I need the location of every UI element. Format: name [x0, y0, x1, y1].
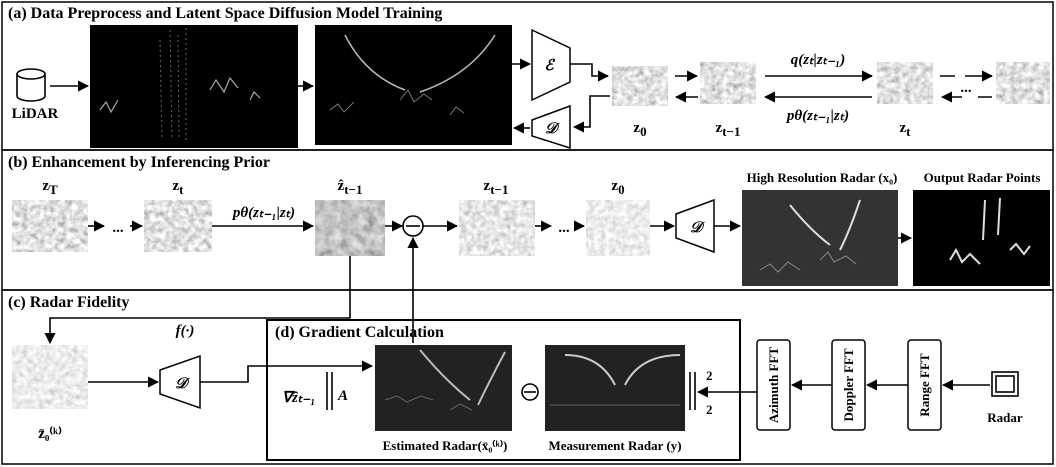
- latent-image: [996, 62, 1050, 104]
- reverse-label: pθ(zₜ₋₁|zₜ): [231, 205, 295, 221]
- image-label: Estimated Radar(x̄₀⁽ᵏ⁾): [383, 438, 508, 453]
- panel-title: (d) Gradient Calculation: [275, 324, 444, 341]
- arrow: [200, 366, 372, 382]
- latent-image: [612, 66, 668, 106]
- radar-label: Radar: [987, 410, 1023, 425]
- latent-image: [700, 62, 756, 104]
- image-bg: [375, 345, 512, 431]
- estimated-radar-image: [375, 345, 512, 431]
- norm-exponent: 2: [706, 368, 713, 383]
- image-bg: [545, 345, 685, 431]
- label-sub: T: [49, 182, 58, 197]
- ellipsis: ...: [112, 220, 124, 236]
- latent-label: zT: [42, 178, 58, 197]
- label-sub: 0: [640, 124, 647, 139]
- norm-index: 2: [706, 402, 713, 417]
- image-label: Output Radar Points: [924, 170, 1041, 185]
- arrow: [570, 64, 608, 76]
- image-bg: [913, 190, 1050, 286]
- latent-image: [877, 62, 933, 104]
- label-sub: t−1: [344, 182, 362, 197]
- output-radar-image: [913, 190, 1050, 286]
- latent-label: zt−1: [484, 178, 509, 197]
- label-sub: 0: [618, 182, 625, 197]
- function-label: f(·): [176, 323, 195, 339]
- icon-inner: [996, 376, 1014, 392]
- measurement-radar-image: [545, 345, 685, 431]
- forward-label: q(zₜ|zₜ₋₁): [791, 52, 845, 68]
- latent-label: zt−1: [716, 120, 741, 139]
- label-sub: t−1: [490, 182, 508, 197]
- ellipsis: ...: [558, 220, 570, 236]
- latent-label: ẑt−1: [338, 178, 363, 197]
- pipeline-label: Range FFT: [917, 353, 932, 417]
- lidar-label: LiDAR: [12, 106, 59, 122]
- label-sub: t: [179, 182, 184, 197]
- panel-title: (b) Enhancement by Inferencing Prior: [8, 154, 270, 171]
- bev-image: [315, 25, 512, 145]
- estimate-image: [12, 345, 88, 409]
- image-label: Measurement Radar (y): [548, 438, 681, 453]
- diagram: (a) Data Preprocess and Latent Space Dif…: [0, 0, 1056, 467]
- ellipsis: ...: [960, 80, 972, 96]
- latent-label: zt: [899, 120, 911, 139]
- panel-title: (a) Data Preprocess and Latent Space Dif…: [8, 5, 442, 22]
- latent-image: [12, 200, 88, 252]
- radar-icon: [992, 372, 1018, 396]
- pipeline-label: Azimuth FFT: [766, 347, 781, 424]
- latent-image: [315, 200, 385, 256]
- latent-image: [144, 200, 212, 252]
- latent-image: [586, 200, 650, 256]
- latent-label: z0: [611, 178, 624, 197]
- image-label: High Resolution Radar (x₀): [747, 170, 898, 185]
- pipeline-label: Doppler FFT: [841, 348, 856, 421]
- label-sub: t−1: [722, 124, 740, 139]
- high-res-radar-image: [742, 190, 898, 286]
- image-bg: [90, 25, 298, 148]
- image-bg: [315, 25, 512, 145]
- latent-label: zt: [172, 178, 184, 197]
- minus-operator: [403, 216, 423, 236]
- arrow: [574, 96, 610, 127]
- gradient-label: ∇ẑₜ₋₁: [282, 390, 315, 406]
- reverse-label: pθ(zₜ₋₁|zₜ): [785, 108, 849, 124]
- panel-title: (c) Radar Fidelity: [8, 294, 129, 311]
- lidar-icon: [17, 69, 45, 101]
- latent-image: [459, 200, 535, 256]
- lidar-image: [90, 25, 298, 148]
- label-sub: t: [906, 124, 911, 139]
- minus-operator: [522, 384, 538, 400]
- estimate-label: z̄₀⁽ᵏ⁾: [38, 426, 62, 442]
- operator-label: A: [337, 388, 348, 404]
- latent-label: z0: [633, 120, 646, 139]
- cylinder-top: [17, 69, 45, 79]
